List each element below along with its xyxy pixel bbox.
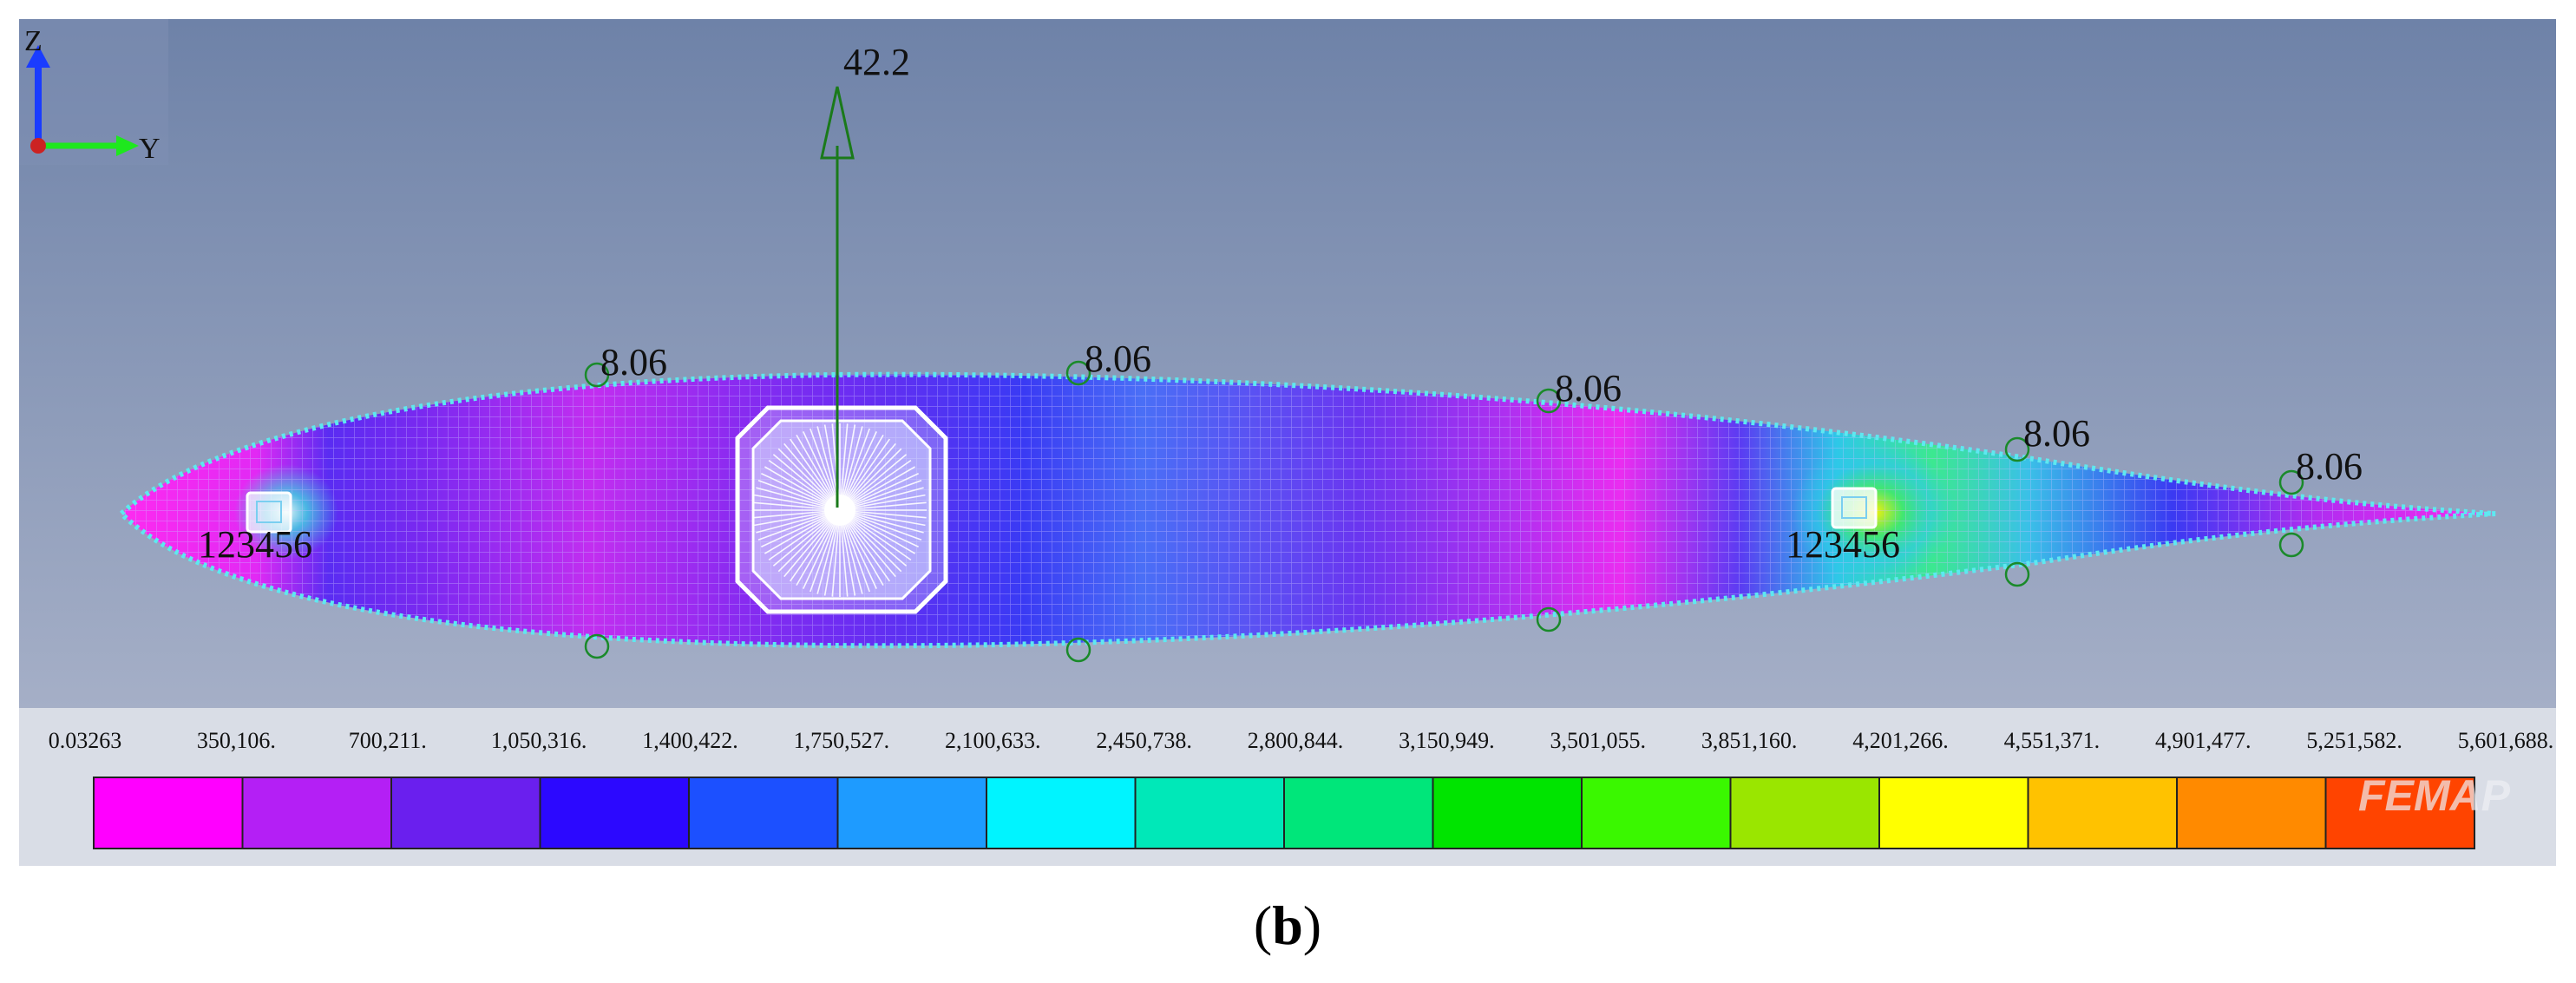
colorbar-segment <box>2176 777 2327 849</box>
colorbar <box>93 777 2475 849</box>
colorbar-segment <box>241 777 392 849</box>
axis-triad: Z Y <box>19 19 168 165</box>
colorbar-segment <box>1432 777 1583 849</box>
colorbar-segment <box>1283 777 1434 849</box>
colorbar-segment <box>986 777 1137 849</box>
constraint-right <box>1831 487 1878 529</box>
colorbar-segment <box>1878 777 2029 849</box>
colorbar-segment <box>2324 777 2475 849</box>
colorbar-tick-label: 5,251,582. <box>2306 728 2402 753</box>
colorbar-tick-label: 3,851,160. <box>1701 728 1798 753</box>
colorbar-tick-label: 5,601,688. <box>2458 728 2554 753</box>
colorbar-tick-labels: 0.03263 350,106. 700,211. 1,050,316. 1,400,4… <box>49 728 2554 753</box>
colorbar-tick-label: 1,750,527. <box>794 728 890 753</box>
colorbar-segment <box>688 777 839 849</box>
colorbar-tick-label: 3,150,949. <box>1399 728 1495 753</box>
colorbar-tick-label: 2,450,738. <box>1096 728 1192 753</box>
colorbar-segment <box>1134 777 1285 849</box>
pressure-label-2: 8.06 <box>1085 337 1151 380</box>
pressure-markers <box>584 360 2304 663</box>
airfoil-outline <box>117 371 2496 649</box>
loaded-hub <box>735 405 948 614</box>
colorbar-tick-label: 2,800,844. <box>1248 728 1344 753</box>
colorbar-tick-label: 4,901,477. <box>2155 728 2252 753</box>
constraint-left <box>246 491 292 534</box>
colorbar-tick-label: 3,501,055. <box>1550 728 1647 753</box>
colorbar-tick-label: 350,106. <box>197 728 276 753</box>
colorbar-panel: 0.03263 350,106. 700,211. 1,050,316. 1,400,4… <box>19 708 2556 866</box>
x-axis-marker <box>30 138 46 154</box>
colorbar-tick-label: 0.03263 <box>49 728 122 753</box>
force-label: 42.2 <box>843 41 910 83</box>
colorbar-tick-label: 1,400,422. <box>642 728 738 753</box>
colorbar-tick-label: 1,050,316. <box>491 728 587 753</box>
constraint-label-left: 123456 <box>198 523 312 566</box>
constraint-label-right: 123456 <box>1786 523 1900 566</box>
colorbar-segment <box>93 777 244 849</box>
colorbar-segment <box>2027 777 2178 849</box>
colorbar-segment <box>539 777 690 849</box>
force-arrow: 42.2 <box>820 41 910 508</box>
colorbar-segment <box>1581 777 1732 849</box>
figure-caption: (b) <box>1254 895 1321 956</box>
pressure-label-5: 8.06 <box>2296 445 2363 488</box>
pressure-label-3: 8.06 <box>1555 367 1622 410</box>
pressure-label-1: 8.06 <box>600 341 667 383</box>
watermark: FEMAP <box>2358 771 2511 820</box>
z-axis-label: Z <box>24 25 43 57</box>
colorbar-tick-label: 2,100,633. <box>945 728 1041 753</box>
pressure-label-4: 8.06 <box>2023 412 2090 455</box>
colorbar-tick-label: 4,201,266. <box>1852 728 1949 753</box>
colorbar-tick-label: 700,211. <box>349 728 427 753</box>
colorbar-segment <box>1729 777 1880 849</box>
colorbar-tick-label: 4,551,371. <box>2004 728 2101 753</box>
colorbar-segment <box>390 777 541 849</box>
y-axis-label: Y <box>139 133 161 165</box>
colorbar-segment <box>836 777 987 849</box>
